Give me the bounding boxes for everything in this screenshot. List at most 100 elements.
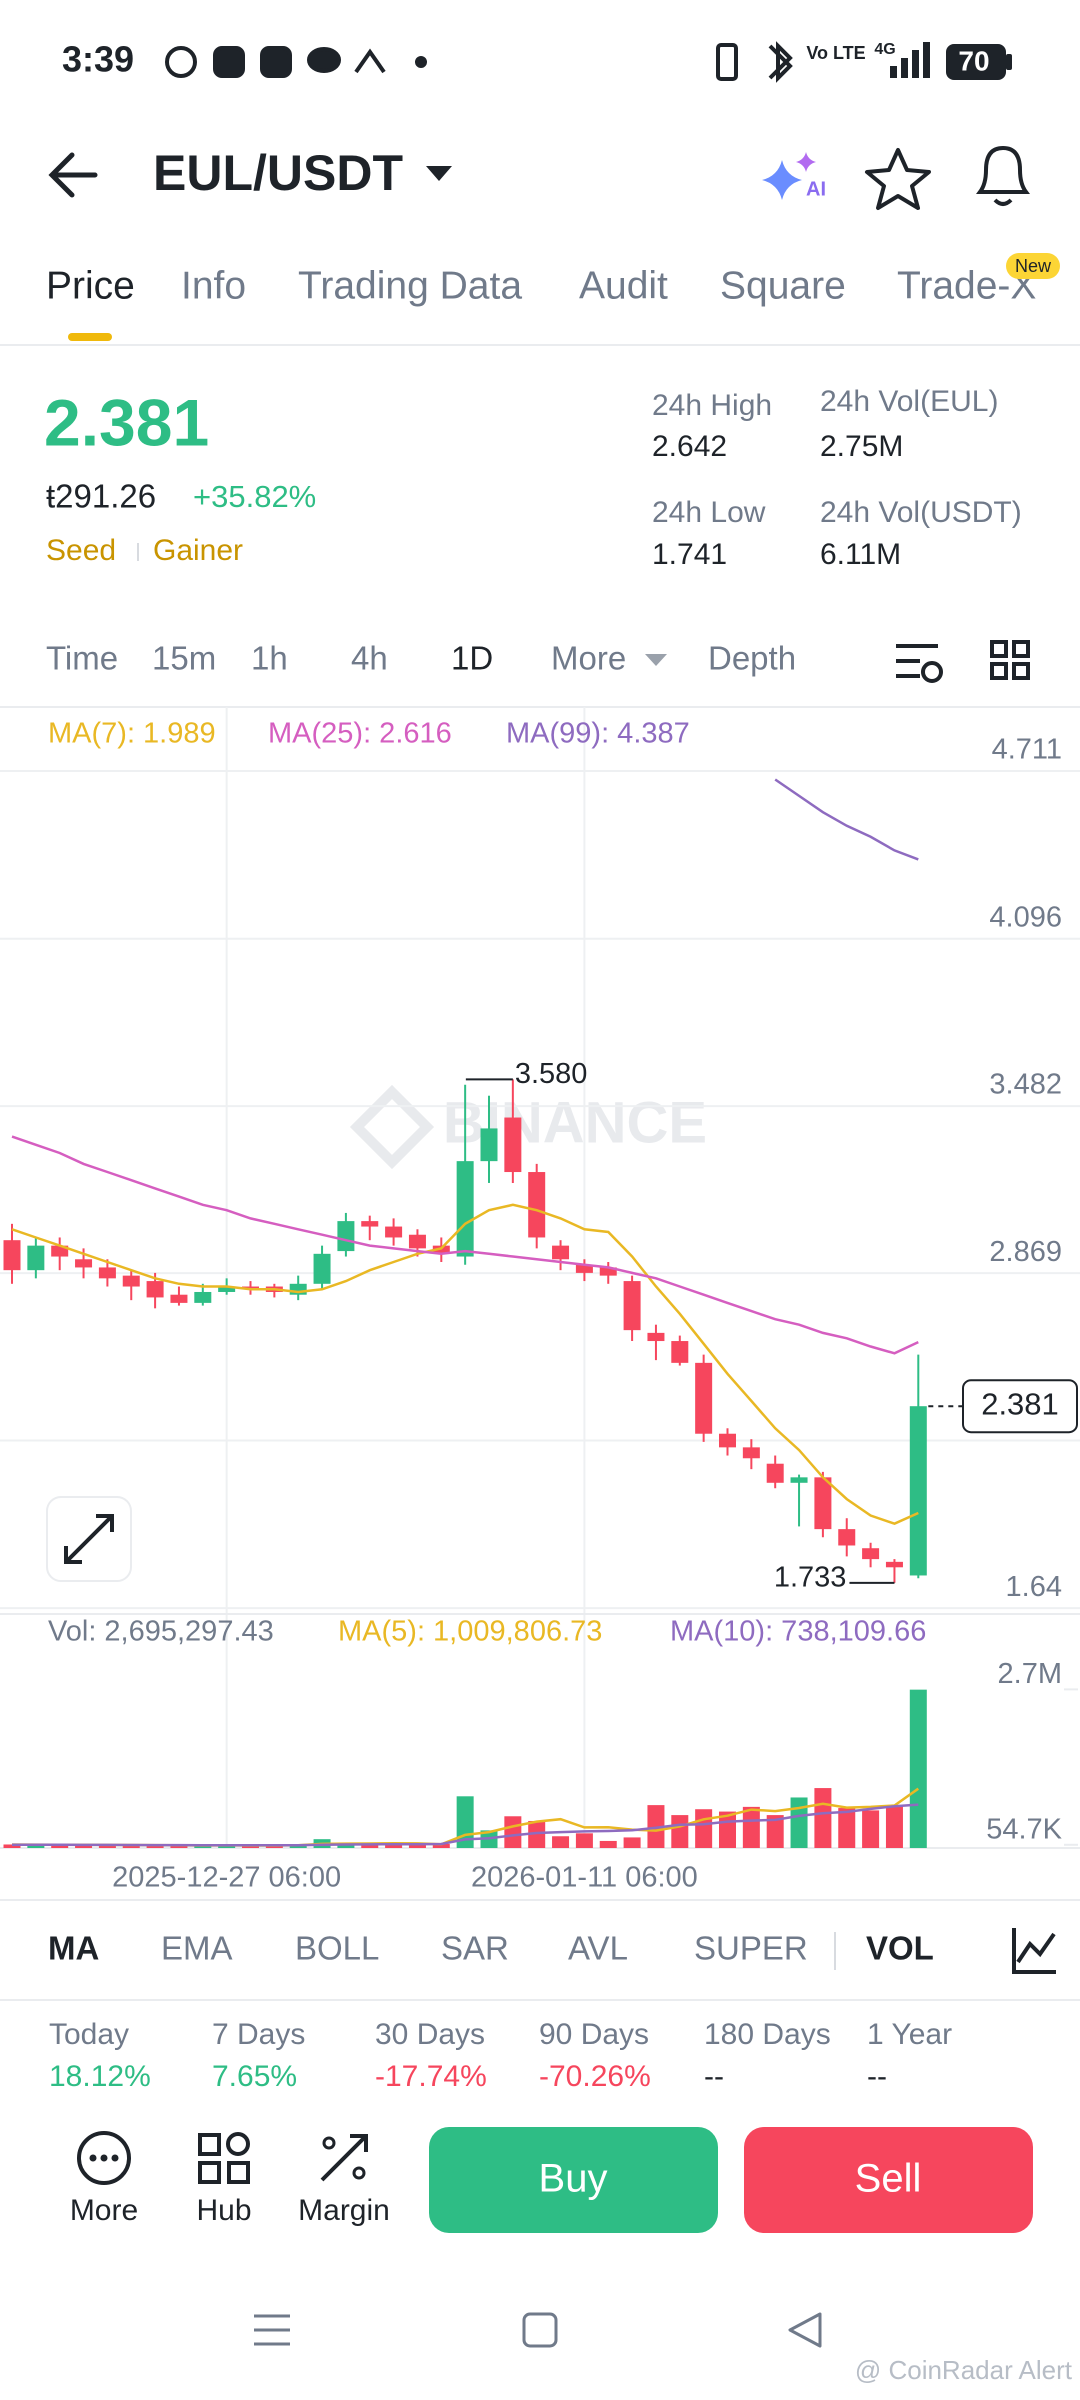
legend-entry: MA(99): 4.387 (506, 718, 690, 750)
favorite-button[interactable] (865, 148, 931, 210)
performance-value: -- (704, 2060, 724, 2093)
stat-label: 24h Vol(USDT) (820, 496, 1022, 529)
margin-action[interactable]: Margin (298, 2134, 390, 2227)
candle-body (862, 1548, 880, 1560)
candle-body (719, 1433, 736, 1448)
volume-bar (766, 1815, 784, 1848)
stat-value: 2.75M (820, 430, 903, 463)
volume-bar (885, 1805, 903, 1848)
tab[interactable]: Price (46, 264, 135, 307)
high-label: 3.580 (515, 1058, 588, 1090)
nav-home[interactable] (522, 2312, 558, 2348)
y-tick-label: 2.7M (998, 1658, 1062, 1690)
performance-value: -- (867, 2060, 887, 2093)
indicator-tab[interactable]: VOL (866, 1930, 934, 1967)
volume-bar (265, 1845, 283, 1848)
candle-body (528, 1172, 546, 1238)
indicator-tab[interactable]: AVL (568, 1930, 628, 1967)
tab[interactable]: Audit (579, 264, 668, 307)
action-label: Margin (298, 2194, 390, 2227)
indicator-tab[interactable]: EMA (161, 1930, 233, 1967)
notification-icons (165, 46, 427, 78)
volume-bar (385, 1844, 403, 1848)
tab[interactable]: Square (720, 264, 846, 307)
sell-button[interactable]: Sell (744, 2127, 1033, 2233)
volume-bar (814, 1788, 832, 1848)
volume-bar (432, 1843, 450, 1848)
chart-settings-button[interactable] (896, 644, 943, 683)
last-price-label: 2.381 (981, 1386, 1059, 1421)
more-action[interactable]: More (70, 2131, 138, 2227)
candle-body (885, 1561, 903, 1568)
ai-button[interactable]: AI (762, 152, 826, 200)
performance-label: 30 Days (375, 2018, 485, 2051)
network-label: 4G (874, 41, 895, 58)
legend-entry: MA(25): 2.616 (268, 718, 452, 750)
volume-bar (671, 1815, 689, 1848)
pair-dropdown[interactable] (426, 166, 452, 181)
stat-label: 24h Vol(EUL) (820, 385, 998, 418)
volume-bar (146, 1845, 164, 1848)
indicator-tab[interactable]: MA (48, 1930, 99, 1967)
layout-button[interactable] (990, 640, 1030, 680)
volume-bar (122, 1845, 140, 1848)
back-button[interactable] (48, 152, 98, 198)
tag[interactable]: Gainer (153, 534, 243, 567)
candle-body (766, 1463, 784, 1483)
volume-bar (695, 1809, 713, 1848)
tag[interactable]: Seed (46, 534, 116, 567)
low-label: 1.733 (774, 1561, 847, 1593)
performance-value: -70.26% (539, 2060, 651, 2093)
ma-line (774, 778, 919, 861)
timeframe[interactable]: 1h (251, 640, 288, 677)
buy-button[interactable]: Buy (429, 2127, 718, 2233)
volume-bar (623, 1837, 641, 1848)
legend-entry: MA(5): 1,009,806.73 (338, 1616, 602, 1648)
performance-value: 18.12% (49, 2060, 151, 2093)
performance-label: 1 Year (867, 2018, 952, 2051)
new-badge (1006, 253, 1060, 279)
tab[interactable]: Trading Data (298, 264, 522, 307)
indicator-tab[interactable]: BOLL (295, 1930, 379, 1967)
hub-action[interactable]: Hub (196, 2132, 252, 2227)
timeframe[interactable]: Depth (708, 640, 796, 677)
timeframe[interactable]: 1D (451, 640, 493, 677)
candle-body (456, 1161, 474, 1257)
more-caret[interactable] (645, 654, 667, 666)
action-label: Hub (196, 2194, 251, 2227)
price-chart: BINANCE4.7114.0963.4822.8692.2551.642025… (0, 707, 1080, 1894)
candle-body (3, 1240, 21, 1271)
candle-body (480, 1128, 498, 1162)
candle-body (313, 1253, 331, 1284)
indicator-tab[interactable]: SAR (441, 1930, 509, 1967)
candle-body (75, 1259, 93, 1268)
y-tick-label: 54.7K (986, 1813, 1062, 1845)
candle-body (51, 1245, 69, 1257)
tab[interactable]: Info (181, 264, 246, 307)
performance-value: 7.65% (212, 2060, 297, 2093)
stat-label: 24h High (652, 389, 772, 422)
stat-value: 6.11M (820, 538, 901, 571)
pair-title[interactable]: EUL/USDT (153, 145, 403, 201)
volte-label: Vo LTE (806, 43, 865, 63)
volume-bar (552, 1836, 570, 1848)
candle-body (218, 1286, 236, 1292)
nav-menu[interactable] (254, 2314, 290, 2346)
timeframe[interactable]: 15m (152, 640, 216, 677)
alert-button[interactable] (976, 145, 1030, 206)
timeframe[interactable]: Time (46, 640, 118, 677)
nav-back[interactable] (788, 2312, 822, 2348)
timeframe[interactable]: More (551, 640, 626, 677)
candle-body (170, 1294, 188, 1303)
timeframe[interactable]: 4h (351, 640, 388, 677)
candle-body (242, 1286, 259, 1290)
expand-button[interactable] (46, 1496, 132, 1582)
indicator-settings[interactable] (1012, 1928, 1056, 1974)
volume-bar (862, 1810, 880, 1848)
indicator-tab[interactable]: SUPER (694, 1930, 808, 1967)
candle-body (838, 1529, 856, 1546)
performance-label: Today (49, 2018, 129, 2051)
sell-label: Sell (855, 2157, 922, 2201)
status-time: 3:39 (62, 39, 134, 80)
